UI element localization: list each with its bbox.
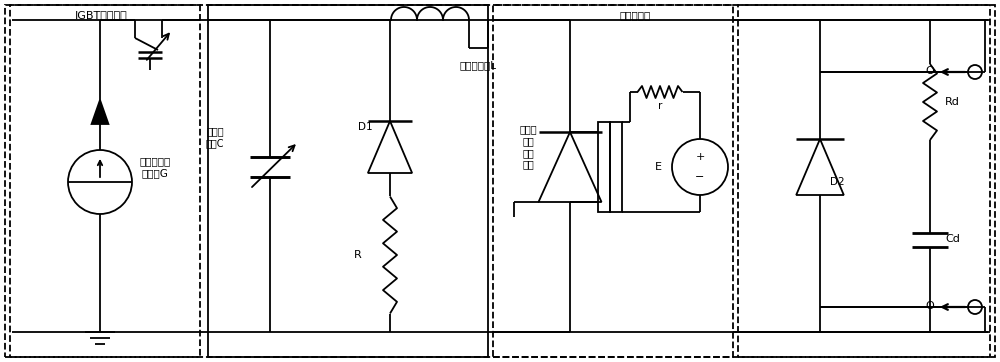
Polygon shape [92, 100, 108, 124]
Text: R: R [354, 250, 362, 260]
Text: O: O [926, 301, 934, 311]
Text: 可调电抗器L: 可调电抗器L [460, 60, 497, 70]
Text: 可变频高压
恒流源G: 可变频高压 恒流源G [139, 156, 171, 178]
Bar [10, 5, 200, 357]
Bar [208, 5, 488, 357]
Text: +: + [695, 152, 705, 162]
Text: 绝缘导热板: 绝缘导热板 [620, 10, 651, 20]
Bar [493, 5, 733, 357]
Text: E: E [655, 162, 662, 172]
Text: −: − [695, 172, 705, 182]
Text: D2: D2 [830, 177, 845, 187]
Text: Rd: Rd [945, 97, 960, 107]
Text: IGBT串联结构: IGBT串联结构 [75, 10, 128, 20]
Bar [598, 122, 610, 212]
Text: 可调电
容器C: 可调电 容器C [206, 126, 224, 148]
Text: Cd: Cd [945, 235, 960, 244]
Bar [738, 5, 990, 357]
Bar [610, 122, 622, 212]
Text: r: r [658, 101, 662, 111]
Text: D1: D1 [358, 122, 373, 132]
Text: O: O [926, 66, 934, 76]
Text: 大功率
率半
导体
器件: 大功率 率半 导体 器件 [519, 125, 537, 169]
